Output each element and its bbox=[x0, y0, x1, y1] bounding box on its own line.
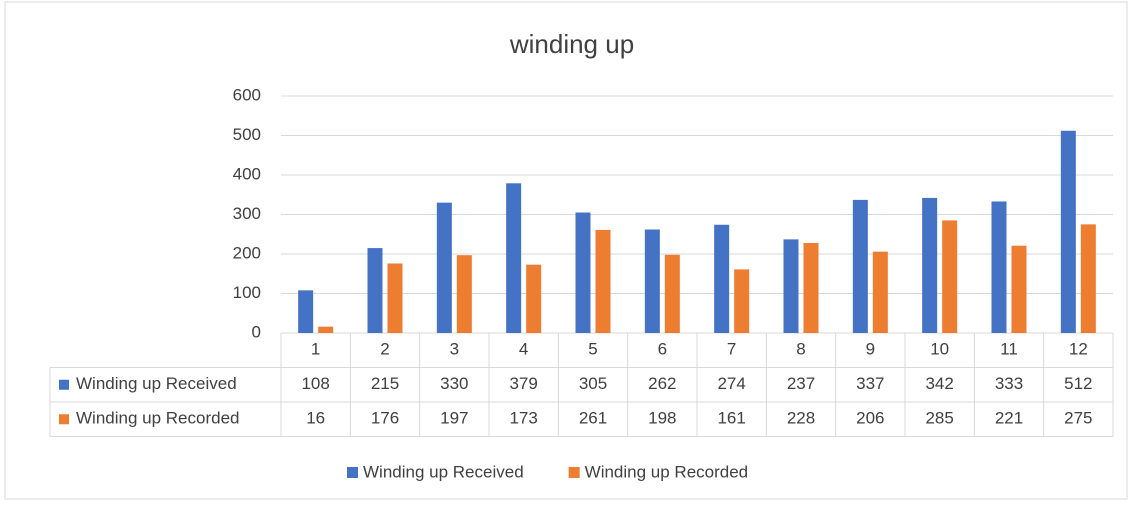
x-tick-label: 4 bbox=[519, 340, 528, 359]
y-tick-label: 0 bbox=[252, 322, 261, 341]
table-cell: 337 bbox=[856, 374, 884, 393]
bar bbox=[991, 201, 1007, 333]
table-cell: 285 bbox=[925, 409, 953, 428]
table-cell: 261 bbox=[579, 409, 607, 428]
table-cell: 173 bbox=[509, 409, 537, 428]
table-cell: 275 bbox=[1064, 409, 1092, 428]
table-cell: 512 bbox=[1064, 374, 1092, 393]
table-cell: 330 bbox=[440, 374, 468, 393]
bar bbox=[734, 269, 750, 333]
y-tick-label: 300 bbox=[233, 204, 261, 223]
y-tick-label: 200 bbox=[233, 243, 261, 262]
table-cell: 228 bbox=[787, 409, 815, 428]
x-tick-label: 7 bbox=[727, 340, 736, 359]
bar bbox=[436, 202, 452, 333]
table-cell: 262 bbox=[648, 374, 676, 393]
bar bbox=[387, 263, 403, 333]
legend-label: Winding up Recorded bbox=[585, 462, 748, 481]
table-row-label: Winding up Recorded bbox=[76, 409, 239, 428]
table-cell: 221 bbox=[995, 409, 1023, 428]
bar bbox=[456, 255, 472, 333]
table-cell: 333 bbox=[995, 374, 1023, 393]
legend-key bbox=[347, 467, 358, 478]
table-legend-key bbox=[59, 414, 69, 425]
table-cell: 237 bbox=[787, 374, 815, 393]
table-cell: 379 bbox=[509, 374, 537, 393]
y-tick-label: 500 bbox=[233, 125, 261, 144]
y-tick-label: 600 bbox=[233, 85, 261, 104]
table-cell: 108 bbox=[301, 374, 329, 393]
table-cell: 342 bbox=[925, 374, 953, 393]
x-tick-label: 11 bbox=[1000, 340, 1018, 359]
bar bbox=[298, 290, 314, 333]
legend-label: Winding up Received bbox=[363, 462, 524, 481]
table-cell: 197 bbox=[440, 409, 468, 428]
x-tick-label: 1 bbox=[311, 340, 320, 359]
bar bbox=[318, 326, 334, 333]
bar bbox=[644, 229, 660, 333]
chart-border bbox=[4, 1, 1128, 500]
bar bbox=[595, 229, 611, 333]
table-cell: 215 bbox=[371, 374, 399, 393]
table-cell: 274 bbox=[717, 374, 745, 393]
bar bbox=[1011, 245, 1027, 333]
bar bbox=[1080, 224, 1096, 333]
table-cell: 16 bbox=[306, 409, 325, 428]
chart-title: winding up bbox=[509, 29, 634, 59]
table-cell: 305 bbox=[579, 374, 607, 393]
x-tick-label: 6 bbox=[658, 340, 667, 359]
table-cell: 206 bbox=[856, 409, 884, 428]
bar bbox=[714, 224, 730, 333]
bar bbox=[783, 239, 799, 333]
bar bbox=[872, 251, 888, 333]
bar bbox=[526, 264, 542, 333]
x-tick-label: 12 bbox=[1069, 340, 1088, 359]
table-legend-key bbox=[59, 379, 69, 390]
x-tick-label: 3 bbox=[450, 340, 459, 359]
table-cell: 176 bbox=[371, 409, 399, 428]
bar bbox=[922, 197, 938, 333]
bar bbox=[803, 242, 819, 333]
y-tick-label: 100 bbox=[233, 283, 261, 302]
bar bbox=[852, 199, 868, 333]
x-tick-label: 2 bbox=[380, 340, 389, 359]
bar bbox=[506, 183, 522, 333]
bar bbox=[367, 248, 383, 333]
x-tick-label: 9 bbox=[866, 340, 875, 359]
x-tick-label: 8 bbox=[796, 340, 805, 359]
x-tick-label: 10 bbox=[930, 340, 949, 359]
table-cell: 161 bbox=[717, 409, 745, 428]
bar bbox=[942, 220, 958, 333]
table-row-label: Winding up Received bbox=[76, 374, 237, 393]
legend-key bbox=[568, 467, 580, 478]
bar bbox=[664, 254, 680, 333]
bar bbox=[1060, 130, 1076, 333]
bar bbox=[575, 212, 591, 333]
y-tick-label: 400 bbox=[233, 164, 261, 183]
table-cell: 198 bbox=[648, 409, 676, 428]
x-tick-label: 5 bbox=[588, 340, 597, 359]
